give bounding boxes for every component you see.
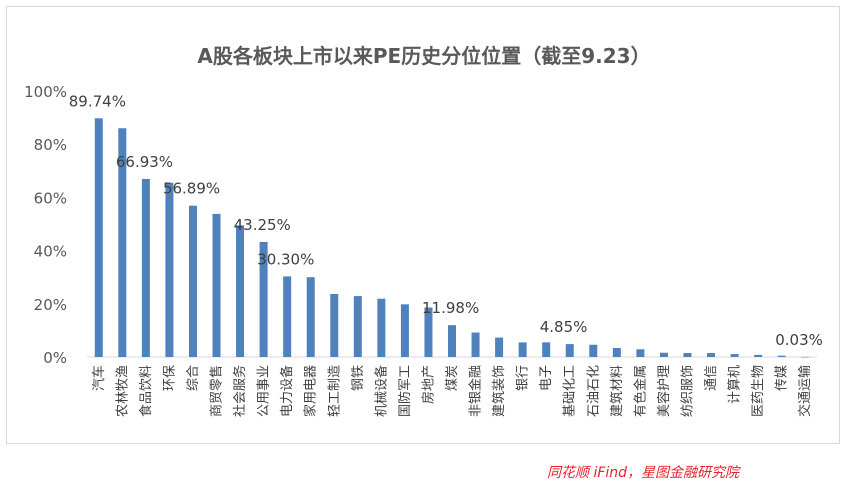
bar <box>707 353 716 357</box>
y-tick-label: 80% <box>34 136 67 154</box>
bar <box>471 332 480 357</box>
bar <box>636 349 645 357</box>
category-label: 综合 <box>186 365 201 391</box>
bar <box>212 213 221 357</box>
category-label: 交通运输 <box>797 365 813 417</box>
category-label: 农林牧渔 <box>115 365 130 417</box>
category-label: 医药生物 <box>751 365 766 417</box>
category-label: 商贸零售 <box>209 365 225 417</box>
category-label: 石油石化 <box>586 365 601 417</box>
category-label: 银行 <box>516 365 531 391</box>
bar <box>188 205 197 357</box>
category-label: 有色金属 <box>632 365 648 417</box>
data-label: 30.30% <box>257 250 314 268</box>
category-labels: 汽车 农林牧渔 食品饮料 环保 综合 商贸零售 社会服务 公用事业 电力设备 家用电器 轻工制造 钢铁… <box>91 365 813 417</box>
bar <box>377 298 386 357</box>
bar <box>400 304 409 357</box>
bar-chart: A股各板块上市以来PE历史分位位置（截至9.23） 0% 20% 40% 60% 80%… <box>24 44 823 417</box>
y-tick-label: 40% <box>34 243 67 261</box>
bar <box>165 182 174 357</box>
category-label: 建筑装饰 <box>491 365 507 417</box>
y-tick-label: 60% <box>34 189 67 207</box>
category-label: 电力设备 <box>279 365 295 417</box>
category-label: 轻工制造 <box>327 365 342 417</box>
data-label: 4.85% <box>540 318 588 336</box>
bar <box>565 344 574 357</box>
category-label: 食品饮料 <box>138 365 154 417</box>
bar <box>777 355 786 357</box>
bar <box>518 342 527 357</box>
bar <box>612 347 621 357</box>
data-label: 0.03% <box>775 331 823 349</box>
category-label: 计算机 <box>728 365 743 404</box>
y-tick-label: 0% <box>43 349 67 367</box>
category-label: 煤炭 <box>445 365 460 391</box>
category-label: 传媒 <box>775 365 790 391</box>
category-label: 美容护理 <box>656 365 672 417</box>
data-labels: 89.74% 66.93% 56.89% 43.25% 30.30% 11.98% 4.85… <box>69 92 823 349</box>
y-tick-label: 100% <box>24 83 67 101</box>
category-label: 钢铁 <box>351 365 366 391</box>
bar <box>659 352 668 357</box>
category-label: 房地产 <box>420 365 436 404</box>
data-label: 89.74% <box>69 92 126 110</box>
category-label: 社会服务 <box>232 365 248 417</box>
category-label: 机械设备 <box>373 365 389 417</box>
category-label: 国防军工 <box>397 365 413 417</box>
y-axis-ticks: 0% 20% 40% 60% 80% 100% <box>24 83 67 367</box>
bar <box>495 337 504 357</box>
bar <box>589 344 598 357</box>
bar <box>448 325 456 357</box>
category-label: 基础化工 <box>563 365 578 417</box>
source-note: 同花顺 iFind，星图金融研究院 <box>547 465 740 481</box>
y-tick-label: 20% <box>34 296 67 314</box>
bars <box>94 118 810 358</box>
category-label: 公用事业 <box>257 365 272 417</box>
bar <box>424 307 433 357</box>
bar <box>141 178 150 357</box>
bar <box>94 118 103 358</box>
category-label: 建筑材料 <box>609 365 625 417</box>
bar <box>542 342 551 357</box>
bar <box>754 354 763 357</box>
bar <box>259 241 268 357</box>
category-label: 纺织服饰 <box>680 365 695 417</box>
category-label: 非银金融 <box>468 365 484 417</box>
category-label: 通信 <box>704 365 719 391</box>
chart-title: A股各板块上市以来PE历史分位位置（截至9.23） <box>197 44 650 68</box>
bar <box>353 296 362 357</box>
category-label: 家用电器 <box>303 365 319 417</box>
chart-frame: A股各板块上市以来PE历史分位位置（截至9.23） 0% 20% 40% 60% 80%… <box>6 6 840 444</box>
bar <box>283 276 292 357</box>
data-label: 56.89% <box>163 180 220 198</box>
category-label: 电子 <box>539 365 554 391</box>
data-label: 66.93% <box>116 153 173 171</box>
data-label: 43.25% <box>234 216 291 234</box>
bar <box>236 225 245 357</box>
category-label: 环保 <box>162 365 177 391</box>
bar <box>730 354 739 357</box>
bar <box>330 293 339 357</box>
bar <box>801 356 810 358</box>
bar <box>306 277 315 357</box>
bar <box>118 128 127 357</box>
category-label: 汽车 <box>91 365 107 391</box>
bar <box>683 353 692 357</box>
data-label: 11.98% <box>422 299 479 317</box>
